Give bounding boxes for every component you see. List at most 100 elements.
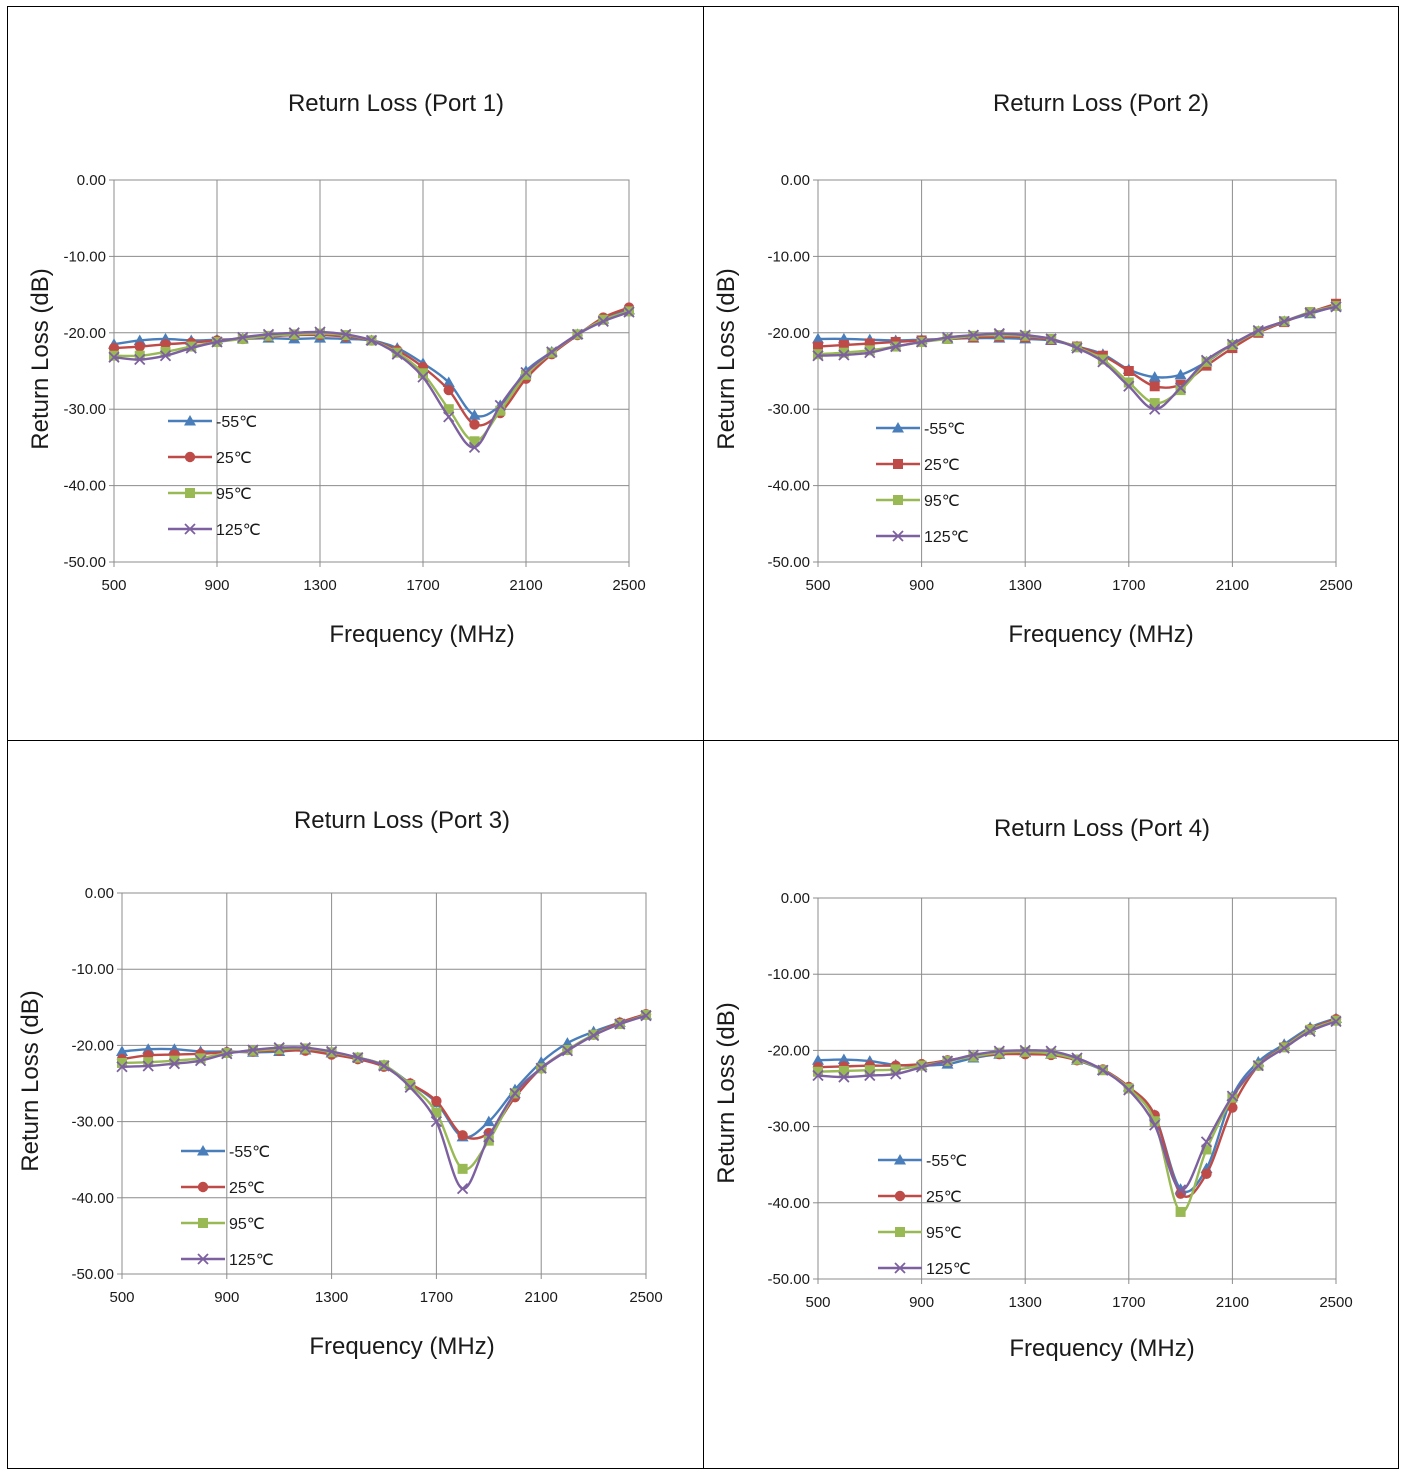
data-point — [967, 329, 980, 341]
data-point — [443, 404, 454, 415]
data-point — [994, 330, 1005, 341]
data-point — [186, 341, 197, 352]
x-tick-label: 500 — [109, 1289, 134, 1306]
x-tick-label: 2500 — [629, 1289, 662, 1306]
data-point — [864, 345, 875, 356]
chart-svg: Return Loss (Port 3) 500 900 1300 1700 2100 25… — [17, 807, 663, 1360]
legend-marker — [197, 1253, 209, 1265]
data-point — [614, 1018, 626, 1030]
x-tick-label: 2500 — [612, 577, 645, 594]
x-tick-label: 500 — [805, 577, 830, 594]
data-point — [273, 1042, 285, 1054]
plot-area-border — [113, 179, 630, 563]
chart-panel-port-1: Return Loss (Port 1) 500 900 1300 1700 2100 25… — [7, 6, 704, 741]
chart-panel-port-2: Return Loss (Port 2) 500 900 1300 1700 2100 25… — [703, 6, 1399, 741]
legend-label: -55℃ — [924, 421, 965, 438]
data-point — [838, 1065, 849, 1076]
data-point — [160, 346, 171, 357]
data-point — [838, 1071, 850, 1083]
series-line — [817, 305, 1337, 411]
data-point — [509, 1087, 521, 1100]
legend-label: 125℃ — [216, 522, 261, 539]
data-point — [1174, 1184, 1187, 1196]
data-point — [262, 328, 275, 340]
y-tick-label: -10.00 — [63, 248, 106, 265]
data-point — [864, 347, 876, 359]
data-point — [457, 1163, 468, 1174]
data-point — [494, 399, 506, 412]
y-tick-label: -10.00 — [71, 961, 114, 978]
data-point — [1304, 1025, 1316, 1037]
series-line — [817, 1020, 1337, 1192]
legend-label: 125℃ — [926, 1261, 971, 1278]
y-tick-label: -50.00 — [63, 554, 106, 571]
data-point — [535, 1062, 547, 1074]
legend: -55℃ 25℃ 95℃ 125℃ — [168, 414, 261, 539]
series-2 — [813, 301, 1341, 409]
y-tick-label: -30.00 — [63, 401, 106, 418]
y-tick-label: 0.00 — [77, 172, 106, 189]
series-1 — [812, 1013, 1342, 1199]
series-1 — [116, 1008, 652, 1141]
data-point — [108, 351, 120, 363]
legend-marker — [197, 1181, 209, 1193]
x-tick-label: 1300 — [315, 1289, 348, 1306]
data-point — [1200, 1136, 1213, 1148]
series-0 — [108, 303, 635, 420]
data-point — [1330, 301, 1342, 313]
legend-marker — [895, 1227, 905, 1237]
y-tick-label: -30.00 — [767, 1119, 810, 1136]
y-tick-label: -40.00 — [767, 1195, 810, 1212]
x-tick-label: 2100 — [1216, 577, 1249, 594]
data-point — [468, 409, 481, 420]
series-3 — [812, 301, 1342, 415]
x-tick-label: 2100 — [525, 1289, 558, 1306]
x-tick-label: 2500 — [1319, 1294, 1352, 1311]
data-point — [378, 1060, 390, 1072]
legend-label: 25℃ — [229, 1180, 265, 1197]
legend: -55℃ 25℃ 95℃ 125℃ — [181, 1144, 274, 1269]
data-point — [916, 1060, 927, 1071]
data-point — [1278, 1042, 1290, 1054]
data-point — [109, 350, 119, 361]
data-point — [221, 1048, 233, 1060]
legend-marker — [185, 488, 195, 498]
data-point — [247, 1044, 259, 1056]
data-point — [482, 1115, 495, 1127]
legend-label: 125℃ — [924, 529, 969, 546]
data-point — [813, 341, 823, 352]
plot-area-border — [817, 897, 1337, 1280]
gridlines — [813, 179, 1337, 567]
y-axis-label: Return Loss (dB) — [713, 268, 740, 449]
data-point — [1020, 1046, 1031, 1057]
data-point — [391, 348, 403, 360]
data-point — [1174, 382, 1187, 394]
data-point — [160, 339, 171, 350]
data-point — [1123, 366, 1134, 376]
y-tick-label: -20.00 — [767, 1042, 810, 1059]
data-point — [134, 341, 145, 352]
data-point — [443, 411, 455, 423]
x-tick-label: 1300 — [1009, 1294, 1042, 1311]
data-point — [418, 368, 428, 379]
legend-marker — [893, 495, 903, 505]
data-point — [469, 436, 480, 447]
data-point — [142, 1060, 154, 1072]
data-point — [1330, 1015, 1342, 1028]
data-point — [993, 1045, 1005, 1057]
data-point — [134, 353, 146, 366]
data-point — [623, 306, 635, 318]
data-point — [1149, 1119, 1161, 1131]
data-point — [392, 347, 403, 358]
data-point — [838, 347, 849, 358]
y-axis-label: Return Loss (dB) — [713, 1002, 740, 1183]
chart-panel-port-3: Return Loss (Port 3) 500 900 1300 1700 2100 25… — [7, 740, 704, 1469]
data-point — [417, 371, 429, 383]
y-tick-label: 0.00 — [781, 172, 810, 189]
data-point — [340, 328, 352, 340]
series-line — [817, 304, 1337, 405]
x-tick-label: 1700 — [1112, 1294, 1145, 1311]
data-point — [890, 1064, 901, 1075]
y-tick-label: -20.00 — [63, 325, 106, 342]
y-tick-label: -50.00 — [767, 1271, 810, 1288]
